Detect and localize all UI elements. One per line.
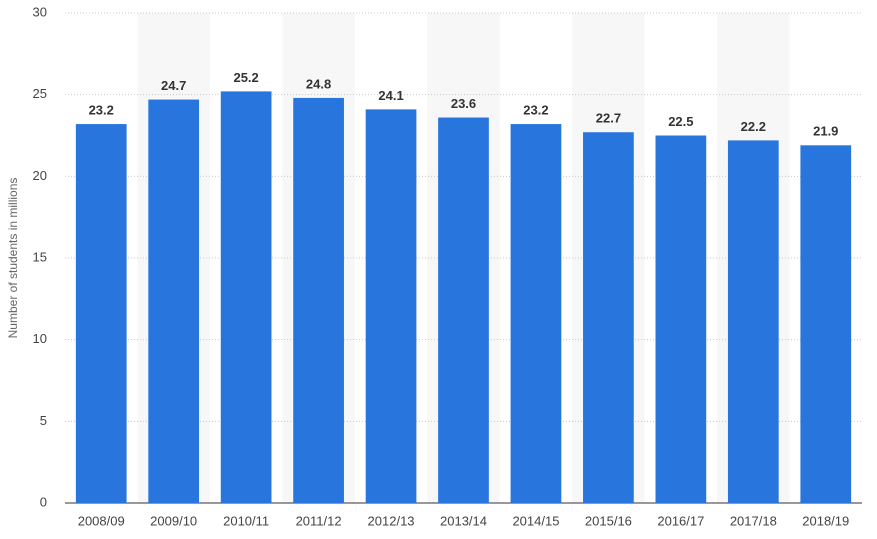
y-axis-label: Number of students in millions [6, 178, 20, 339]
x-tick-label: 2018/19 [802, 513, 849, 528]
bar [510, 124, 562, 504]
y-tick-label: 5 [40, 413, 47, 428]
y-tick-label: 20 [33, 168, 47, 183]
x-tick-label: 2015/16 [585, 513, 632, 528]
bar [148, 99, 200, 504]
value-label: 22.7 [596, 111, 621, 126]
bar [727, 140, 779, 503]
value-label: 21.9 [813, 124, 838, 139]
x-tick-label: 2017/18 [730, 513, 777, 528]
x-tick-label: 2016/17 [657, 513, 704, 528]
y-tick-label: 0 [40, 494, 47, 509]
value-label: 24.1 [378, 88, 403, 103]
value-label: 24.8 [306, 76, 331, 91]
bar [583, 132, 634, 503]
bar [293, 97, 344, 503]
value-label: 23.6 [451, 96, 476, 111]
x-tick-label: 2013/14 [440, 513, 487, 528]
bar [438, 117, 489, 504]
x-tick-label: 2008/09 [78, 513, 125, 528]
y-tick-label: 25 [33, 86, 47, 101]
x-tick-label: 2011/12 [296, 513, 342, 528]
value-label: 22.2 [741, 119, 766, 134]
y-tick-label: 10 [33, 331, 47, 346]
value-label: 22.5 [668, 114, 693, 129]
value-label: 24.7 [161, 78, 186, 93]
bar [365, 109, 417, 503]
x-tick-label: 2009/10 [150, 513, 197, 528]
x-tick-label: 2012/13 [368, 513, 415, 528]
bar [220, 91, 272, 504]
bar [800, 145, 852, 504]
bar [75, 124, 127, 504]
value-label: 25.2 [233, 70, 258, 85]
y-tick-label: 30 [33, 4, 47, 19]
x-tick-label: 2010/11 [223, 513, 269, 528]
y-tick-label: 15 [33, 249, 47, 264]
bar [655, 135, 707, 503]
value-label: 23.2 [523, 103, 548, 118]
value-label: 23.2 [89, 103, 114, 118]
x-tick-label: 2014/15 [512, 513, 559, 528]
